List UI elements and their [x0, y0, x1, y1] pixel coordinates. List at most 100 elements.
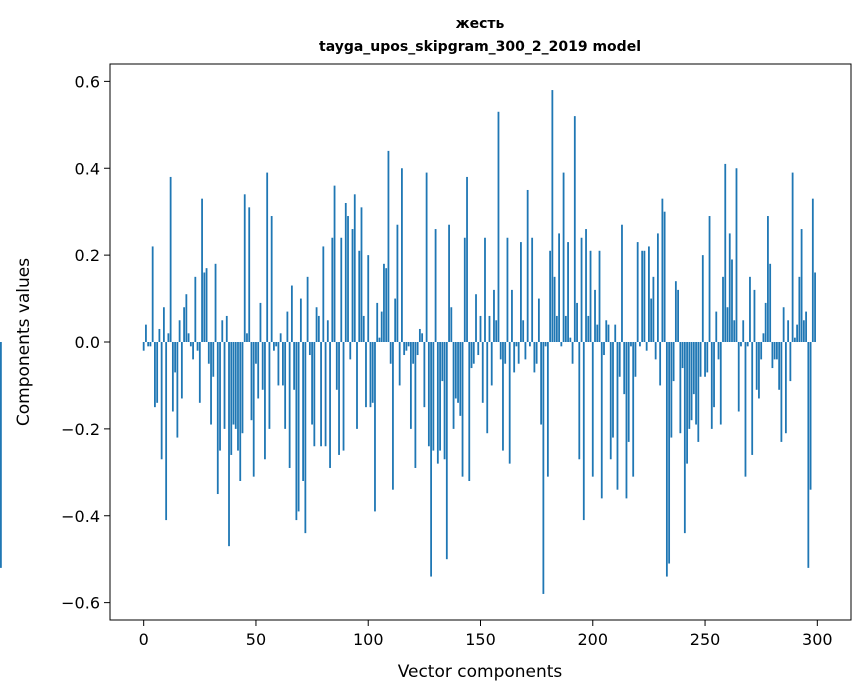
- bar: [596, 324, 599, 343]
- bar: [520, 242, 522, 342]
- x-axis-ticks: 0 50 100 150 200 250 300: [139, 620, 833, 649]
- bar: [549, 250, 552, 342]
- bar: [573, 116, 576, 343]
- bar: [598, 250, 601, 342]
- bar: [558, 233, 560, 342]
- x-tick-label: 100: [353, 630, 384, 649]
- bar: [326, 320, 329, 342]
- bar: [228, 342, 230, 547]
- bar: [389, 342, 392, 364]
- plot-frame: [109, 63, 852, 621]
- y-tick-label: 0.0: [75, 333, 100, 352]
- bar: [387, 150, 390, 343]
- bar: [728, 233, 731, 342]
- y-axis-ticks: −0.6 −0.4 −0.2 0.0 0.2 0.4 0.6: [61, 72, 110, 613]
- bar: [551, 90, 554, 342]
- bar: [495, 320, 498, 342]
- bar: [737, 342, 740, 412]
- bar: [189, 342, 192, 347]
- bar: [297, 342, 300, 512]
- bar: [562, 172, 565, 342]
- bar: [378, 337, 381, 342]
- bar: [546, 342, 549, 477]
- bar: [196, 342, 199, 351]
- bar: [479, 315, 482, 342]
- bar: [508, 342, 511, 464]
- bar: [526, 189, 529, 342]
- bar: [268, 342, 271, 429]
- bar: [470, 342, 473, 369]
- bar: [587, 315, 590, 342]
- bar: [751, 342, 754, 455]
- bar: [392, 342, 394, 490]
- bar: [488, 315, 491, 342]
- bar: [259, 302, 262, 342]
- bar: [279, 333, 282, 342]
- bar: [569, 337, 572, 342]
- bar: [430, 342, 432, 577]
- bar: [174, 342, 177, 373]
- bar: [425, 172, 428, 342]
- bar: [0, 342, 2, 568]
- bar: [445, 342, 448, 560]
- bar: [800, 229, 803, 342]
- bar: [219, 342, 221, 451]
- bar: [454, 342, 457, 399]
- bar: [185, 294, 188, 342]
- bar: [625, 342, 628, 499]
- bar: [807, 342, 810, 568]
- bar: [560, 342, 563, 347]
- bar: [605, 320, 608, 342]
- bar: [517, 342, 520, 364]
- bar: [275, 342, 278, 347]
- bar: [194, 276, 197, 342]
- bar: [600, 342, 603, 499]
- bar: [282, 342, 284, 386]
- bar: [533, 342, 536, 373]
- bar: [165, 342, 168, 521]
- bar: [603, 342, 605, 356]
- bar: [162, 307, 165, 342]
- bar: [744, 342, 747, 477]
- bar: [412, 342, 415, 364]
- bar: [273, 342, 275, 351]
- bar: [811, 198, 814, 342]
- bar: [360, 207, 363, 342]
- bar: [250, 342, 253, 421]
- bar: [652, 276, 655, 342]
- bar: [362, 315, 365, 342]
- bar: [320, 342, 322, 447]
- bar: [630, 342, 632, 347]
- bar: [591, 342, 594, 477]
- bar: [212, 342, 215, 377]
- bar: [524, 342, 527, 360]
- bar: [151, 246, 154, 342]
- bar: [243, 194, 246, 342]
- bar: [771, 342, 774, 369]
- bar: [237, 342, 239, 451]
- bar: [735, 168, 738, 342]
- bar: [607, 324, 610, 343]
- bar: [288, 342, 291, 468]
- x-tick-label: 300: [802, 630, 833, 649]
- bar: [261, 342, 264, 390]
- bar: [805, 311, 807, 342]
- bar: [632, 342, 635, 477]
- bars-group: [0, 90, 816, 594]
- bar: [398, 342, 401, 386]
- bar: [409, 342, 412, 429]
- bar: [636, 242, 639, 342]
- bar: [210, 342, 212, 425]
- bar: [180, 342, 183, 399]
- bar: [234, 342, 237, 429]
- bar: [502, 342, 504, 451]
- bar: [499, 342, 502, 360]
- bar: [706, 342, 709, 373]
- bar: [203, 272, 206, 342]
- bar: [639, 342, 641, 347]
- bar: [270, 216, 273, 342]
- bar: [432, 342, 435, 451]
- bar: [787, 320, 790, 342]
- bar: [295, 342, 298, 521]
- bar: [497, 111, 500, 342]
